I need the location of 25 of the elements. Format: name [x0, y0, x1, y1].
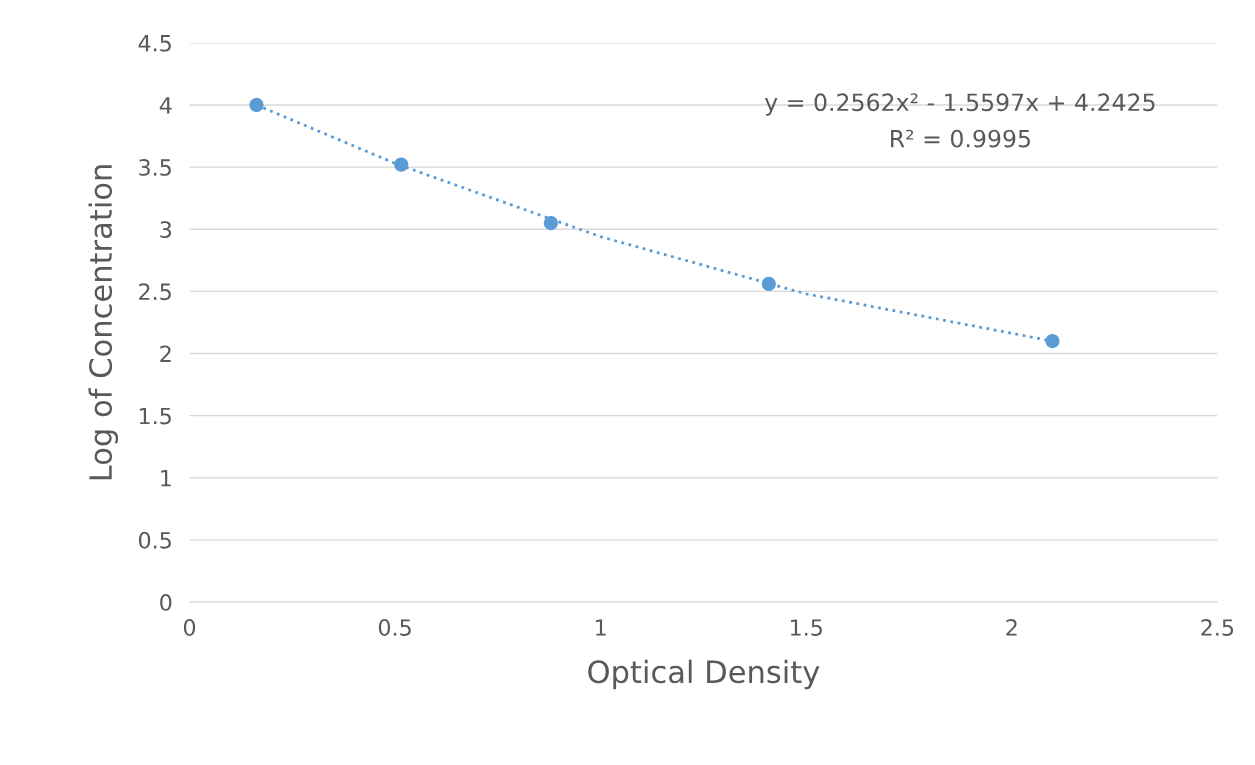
point — [1045, 333, 1060, 349]
y-axis-title: Log of Concentration — [88, 165, 119, 480]
point — [394, 157, 409, 172]
x-tick-label: 2.5 — [1201, 619, 1234, 636]
x-tick-label: 0 — [183, 619, 196, 636]
y-tick-label: 0.5 — [138, 531, 171, 549]
x-tick-label: 2 — [1006, 619, 1017, 636]
x-tick-label: 1 — [596, 619, 606, 636]
x-tick-label: 1.5 — [790, 619, 822, 636]
x-tick-label: 0.5 — [378, 619, 411, 636]
point — [249, 97, 264, 113]
y-tick-label: 0 — [160, 594, 172, 611]
y-tick-label: 2 — [160, 345, 171, 362]
y-tick-label: 1.5 — [139, 407, 171, 425]
point — [761, 276, 776, 292]
y-tick-label: 4.5 — [138, 35, 171, 52]
annotation: R² = 0.9995 — [891, 129, 1030, 148]
y-tick-label: 2.5 — [139, 283, 171, 301]
annotation: y = 0.2562x² - 1.5597x + 4.2425 — [764, 93, 1155, 116]
y-tick-label: 3 — [160, 221, 172, 238]
y-tick-label: 1 — [161, 470, 171, 487]
point — [543, 215, 559, 231]
y-tick-label: 4 — [159, 97, 172, 114]
y-tick-label: 3.5 — [139, 159, 171, 176]
x-axis-title: Optical Density — [588, 659, 820, 690]
